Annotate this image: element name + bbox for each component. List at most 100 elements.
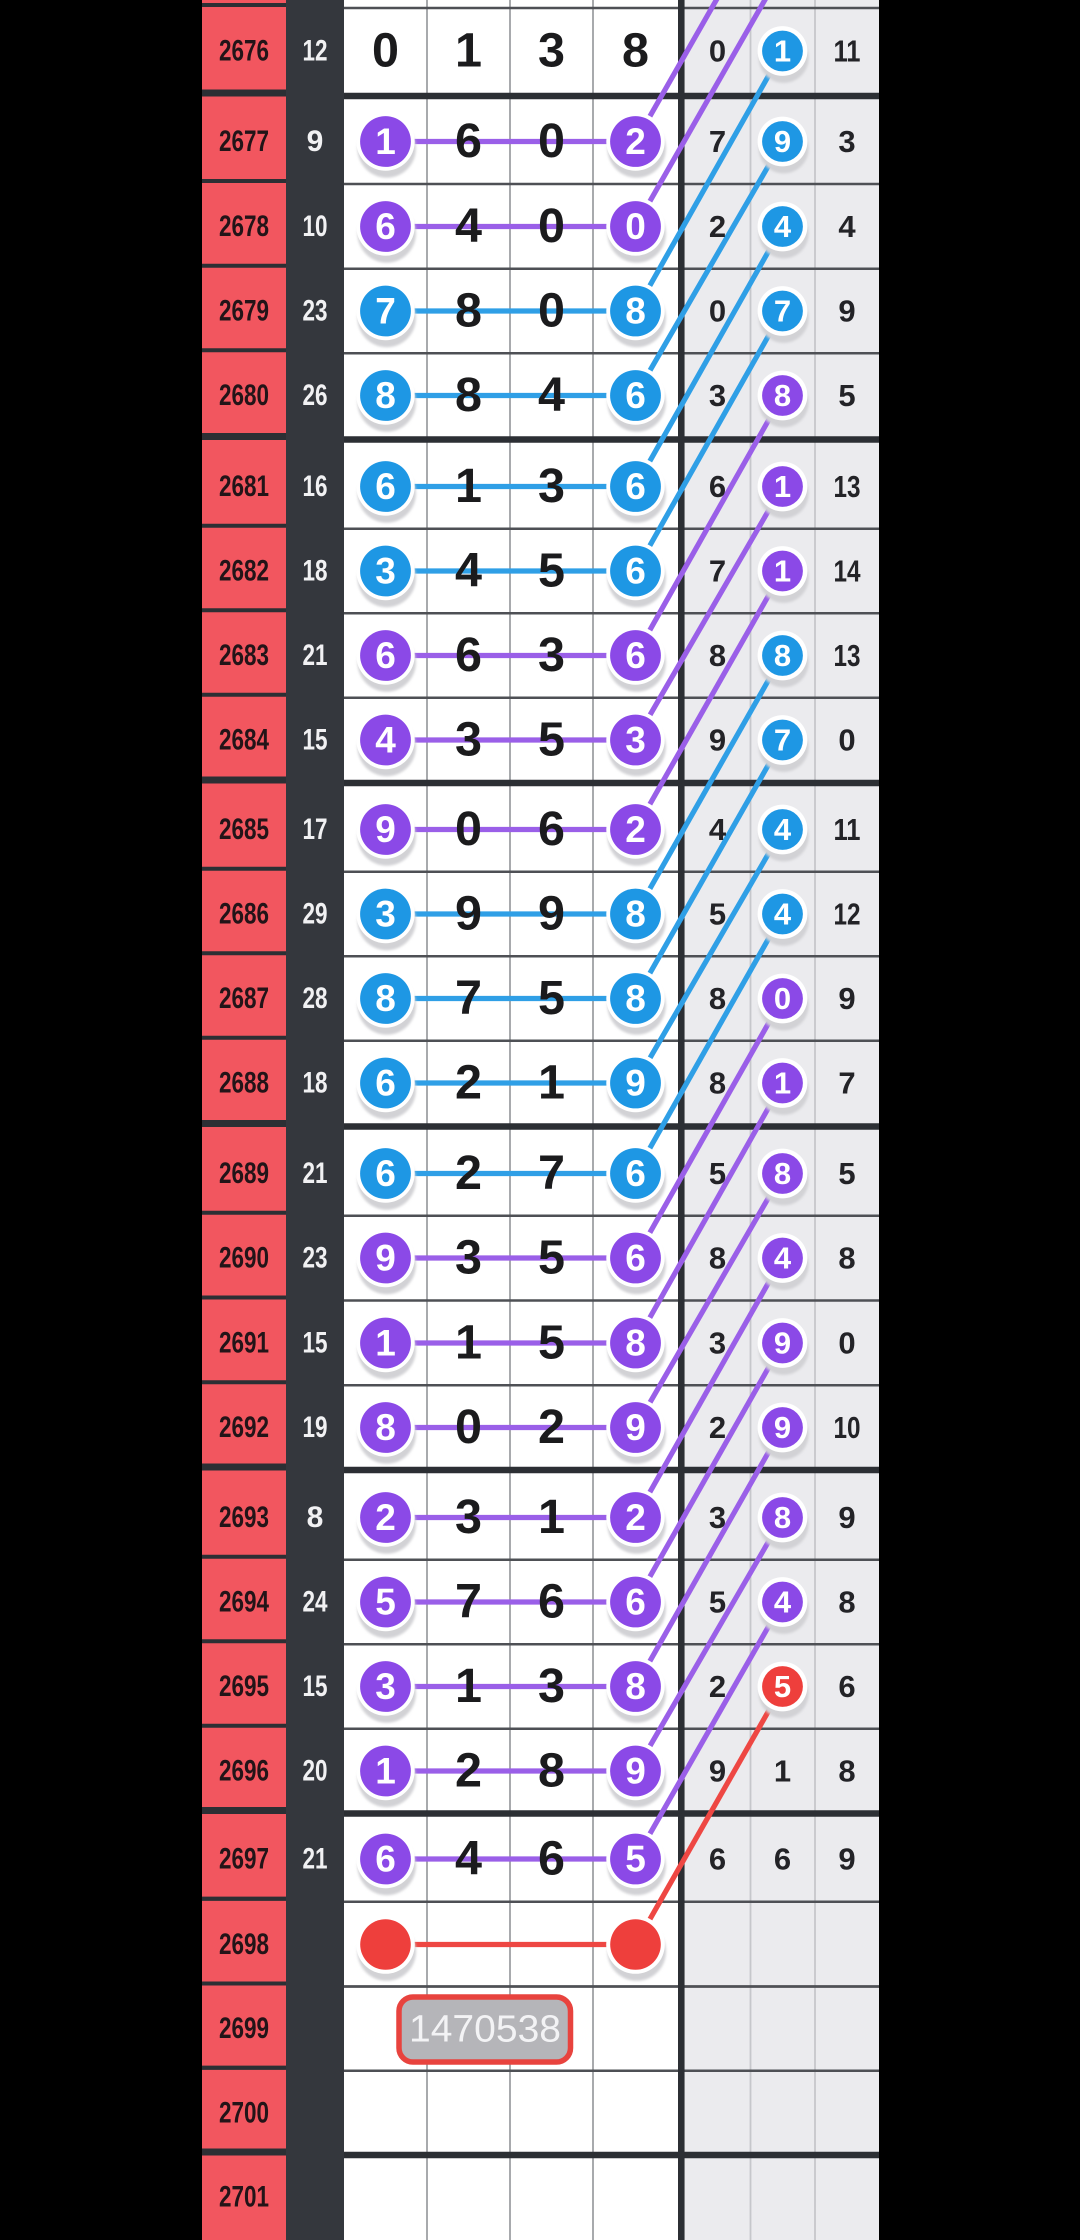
svg-text:2697: 2697 xyxy=(219,1843,269,1876)
svg-text:0: 0 xyxy=(538,285,565,338)
svg-text:7: 7 xyxy=(838,1066,855,1101)
svg-text:6: 6 xyxy=(375,466,396,507)
svg-text:1470538: 1470538 xyxy=(409,2009,561,2051)
svg-text:8: 8 xyxy=(538,1745,565,1798)
svg-text:2: 2 xyxy=(625,121,646,162)
svg-text:1: 1 xyxy=(455,1317,482,1370)
svg-text:15: 15 xyxy=(303,1670,328,1703)
svg-text:1: 1 xyxy=(774,34,791,69)
svg-text:9: 9 xyxy=(838,1842,855,1877)
svg-text:6: 6 xyxy=(375,1063,396,1104)
svg-text:8: 8 xyxy=(375,1407,396,1448)
svg-text:5: 5 xyxy=(375,1582,396,1623)
svg-text:6: 6 xyxy=(774,1842,791,1877)
svg-text:24: 24 xyxy=(303,1586,328,1619)
svg-text:6: 6 xyxy=(625,635,646,676)
svg-text:2698: 2698 xyxy=(219,1928,269,1961)
svg-text:9: 9 xyxy=(538,888,565,941)
svg-text:3: 3 xyxy=(538,629,565,682)
svg-text:17: 17 xyxy=(303,813,328,846)
svg-text:2: 2 xyxy=(709,1669,726,1704)
svg-text:18: 18 xyxy=(303,555,328,588)
svg-text:0: 0 xyxy=(838,723,855,758)
svg-text:2: 2 xyxy=(455,1147,482,1200)
svg-text:8: 8 xyxy=(838,1754,855,1789)
svg-text:9: 9 xyxy=(774,124,791,159)
svg-text:18: 18 xyxy=(303,1067,328,1100)
svg-text:29: 29 xyxy=(303,898,328,931)
svg-text:2687: 2687 xyxy=(219,982,269,1015)
svg-text:8: 8 xyxy=(709,981,726,1016)
svg-text:8: 8 xyxy=(774,1156,791,1191)
svg-text:5: 5 xyxy=(838,378,855,413)
svg-text:6: 6 xyxy=(538,1833,565,1886)
svg-text:0: 0 xyxy=(538,115,565,168)
svg-text:15: 15 xyxy=(303,724,328,757)
svg-text:1: 1 xyxy=(538,1491,565,1544)
svg-text:7: 7 xyxy=(455,972,482,1025)
svg-text:5: 5 xyxy=(709,897,726,932)
svg-text:2684: 2684 xyxy=(219,724,269,757)
svg-text:10: 10 xyxy=(834,1410,861,1445)
svg-text:0: 0 xyxy=(709,34,726,69)
svg-text:9: 9 xyxy=(455,888,482,941)
svg-text:3: 3 xyxy=(455,1491,482,1544)
svg-text:0: 0 xyxy=(838,1326,855,1361)
svg-text:6: 6 xyxy=(625,1238,646,1279)
svg-text:2676: 2676 xyxy=(219,35,269,68)
svg-text:8: 8 xyxy=(625,1666,646,1707)
svg-text:9: 9 xyxy=(838,294,855,329)
svg-text:3: 3 xyxy=(625,720,646,761)
svg-text:2678: 2678 xyxy=(219,210,269,243)
svg-text:8: 8 xyxy=(709,638,726,673)
svg-text:9: 9 xyxy=(774,1410,791,1445)
svg-text:3: 3 xyxy=(455,714,482,767)
svg-text:9: 9 xyxy=(307,125,324,158)
svg-text:7: 7 xyxy=(455,1576,482,1629)
svg-text:8: 8 xyxy=(774,1500,791,1535)
svg-text:9: 9 xyxy=(375,1238,396,1279)
svg-text:1: 1 xyxy=(375,121,396,162)
svg-text:5: 5 xyxy=(838,1156,855,1191)
svg-text:6: 6 xyxy=(625,466,646,507)
svg-text:12: 12 xyxy=(303,35,328,68)
svg-text:2685: 2685 xyxy=(219,813,269,846)
svg-text:5: 5 xyxy=(538,1232,565,1285)
svg-text:6: 6 xyxy=(455,629,482,682)
svg-text:8: 8 xyxy=(625,978,646,1019)
svg-text:10: 10 xyxy=(303,210,328,243)
svg-text:26: 26 xyxy=(303,379,328,412)
svg-text:12: 12 xyxy=(834,897,861,932)
svg-text:6: 6 xyxy=(538,1576,565,1629)
svg-text:8: 8 xyxy=(838,1585,855,1620)
svg-text:8: 8 xyxy=(838,1241,855,1276)
svg-text:9: 9 xyxy=(709,1754,726,1789)
svg-text:2677: 2677 xyxy=(219,125,269,158)
svg-text:3: 3 xyxy=(375,551,396,592)
svg-text:0: 0 xyxy=(455,803,482,856)
svg-text:1: 1 xyxy=(455,1660,482,1713)
svg-text:3: 3 xyxy=(538,25,565,78)
svg-text:5: 5 xyxy=(538,545,565,598)
svg-text:21: 21 xyxy=(303,1157,328,1190)
svg-text:11: 11 xyxy=(834,812,861,847)
svg-text:0: 0 xyxy=(372,25,399,78)
svg-text:2680: 2680 xyxy=(219,379,269,412)
svg-text:3: 3 xyxy=(455,1232,482,1285)
svg-text:6: 6 xyxy=(625,551,646,592)
svg-text:9: 9 xyxy=(625,1751,646,1792)
svg-text:6: 6 xyxy=(709,469,726,504)
svg-text:2682: 2682 xyxy=(219,555,269,588)
svg-text:8: 8 xyxy=(709,1241,726,1276)
svg-text:3: 3 xyxy=(375,894,396,935)
svg-text:4: 4 xyxy=(838,209,856,244)
svg-text:8: 8 xyxy=(307,1501,324,1534)
svg-text:4: 4 xyxy=(774,1585,792,1620)
svg-text:2689: 2689 xyxy=(219,1157,269,1190)
svg-text:13: 13 xyxy=(834,469,861,504)
svg-text:20: 20 xyxy=(303,1755,328,1788)
svg-text:8: 8 xyxy=(455,285,482,338)
svg-text:7: 7 xyxy=(774,723,791,758)
svg-text:9: 9 xyxy=(625,1063,646,1104)
svg-text:8: 8 xyxy=(375,978,396,1019)
